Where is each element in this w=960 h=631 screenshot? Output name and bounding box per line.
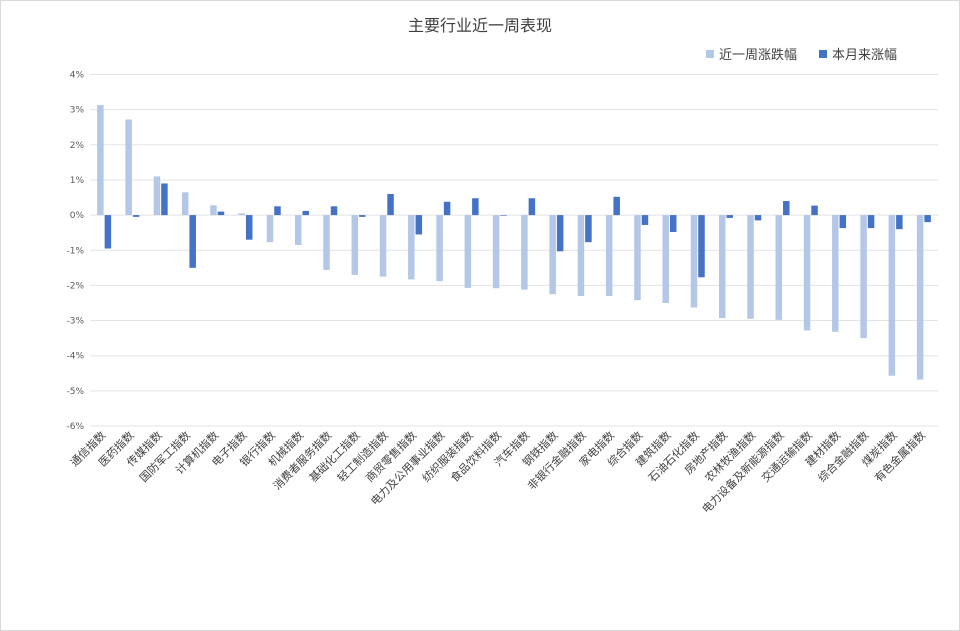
- bar-monthly: [811, 205, 818, 216]
- bar-weekly: [125, 119, 132, 216]
- bar-monthly: [472, 198, 479, 216]
- bar-monthly: [528, 198, 536, 216]
- bar-monthly: [556, 215, 564, 252]
- y-tick-label: -5%: [66, 387, 84, 397]
- bar-monthly: [500, 215, 507, 216]
- bar-weekly: [323, 215, 330, 270]
- bar-weekly: [747, 215, 754, 319]
- bar-weekly: [549, 215, 556, 295]
- bar-weekly: [436, 215, 443, 282]
- bar-monthly: [415, 215, 423, 235]
- bar-monthly: [698, 215, 705, 278]
- bar-weekly: [295, 215, 302, 245]
- bar-monthly: [585, 215, 592, 243]
- y-tick-label: -6%: [66, 422, 84, 432]
- y-tick-label: 4%: [70, 71, 85, 81]
- bar-monthly: [613, 196, 620, 216]
- bar-monthly: [443, 201, 451, 216]
- bar-monthly: [754, 215, 762, 221]
- y-tick-label: 0%: [70, 211, 85, 221]
- bar-monthly: [896, 215, 903, 230]
- bar-weekly: [690, 215, 698, 308]
- bar-monthly: [274, 206, 281, 216]
- bar-monthly: [245, 215, 253, 240]
- y-tick-label: -2%: [66, 281, 84, 291]
- bar-monthly: [189, 215, 196, 268]
- bar-weekly: [888, 215, 896, 376]
- bar-monthly: [839, 215, 847, 229]
- bar-monthly: [302, 210, 309, 216]
- y-tick-label: 3%: [70, 106, 85, 116]
- bar-weekly: [662, 215, 669, 303]
- bar-weekly: [464, 215, 472, 288]
- bar-weekly: [238, 213, 245, 216]
- bar-monthly: [641, 215, 649, 225]
- y-tick-label: -3%: [66, 317, 84, 327]
- legend-label-weekly: 近一周涨跌幅: [719, 48, 798, 63]
- bar-weekly: [860, 215, 867, 339]
- bar-monthly: [783, 201, 790, 216]
- bar-monthly: [726, 215, 733, 218]
- bar-weekly: [775, 215, 783, 320]
- bar-monthly: [669, 215, 677, 232]
- legend-label-monthly: 本月来涨幅: [832, 48, 898, 63]
- bar-weekly: [605, 215, 613, 296]
- bar-weekly: [408, 215, 415, 280]
- bar-weekly: [916, 215, 924, 380]
- bar-monthly: [359, 215, 366, 217]
- bar-monthly: [867, 215, 875, 229]
- bar-monthly: [924, 215, 931, 223]
- chart-title: 主要行业近一周表现: [407, 16, 552, 35]
- bar-weekly: [153, 176, 161, 216]
- bar-monthly: [104, 215, 112, 249]
- bar-weekly: [803, 215, 811, 331]
- bar-monthly: [217, 211, 225, 216]
- bar-monthly: [330, 206, 338, 216]
- legend-item-weekly: 近一周涨跌幅: [706, 44, 797, 63]
- y-tick-label: 1%: [70, 176, 85, 186]
- legend-item-monthly: 本月来涨幅: [819, 44, 897, 63]
- bar-weekly: [634, 215, 641, 301]
- bar-monthly: [387, 194, 394, 216]
- bar-weekly: [210, 205, 217, 216]
- y-tick-label: 2%: [70, 141, 85, 151]
- legend-swatch-monthly: [819, 49, 828, 58]
- bar-weekly: [379, 215, 387, 277]
- bar-weekly: [832, 215, 839, 332]
- legend: 近一周涨跌幅 本月来涨幅: [706, 44, 897, 63]
- legend-swatch-weekly: [706, 49, 714, 58]
- bar-weekly: [719, 215, 726, 319]
- y-tick-label: -4%: [66, 352, 84, 362]
- bar-monthly: [161, 183, 168, 216]
- bar-weekly: [492, 215, 500, 289]
- bar-weekly: [521, 215, 528, 290]
- y-tick-label: -1%: [66, 246, 84, 256]
- bar-weekly: [181, 192, 189, 216]
- bar-weekly: [97, 105, 104, 216]
- bar-monthly: [132, 215, 140, 217]
- bar-weekly: [351, 215, 359, 275]
- bar-weekly: [266, 215, 274, 243]
- bar-weekly: [577, 215, 585, 296]
